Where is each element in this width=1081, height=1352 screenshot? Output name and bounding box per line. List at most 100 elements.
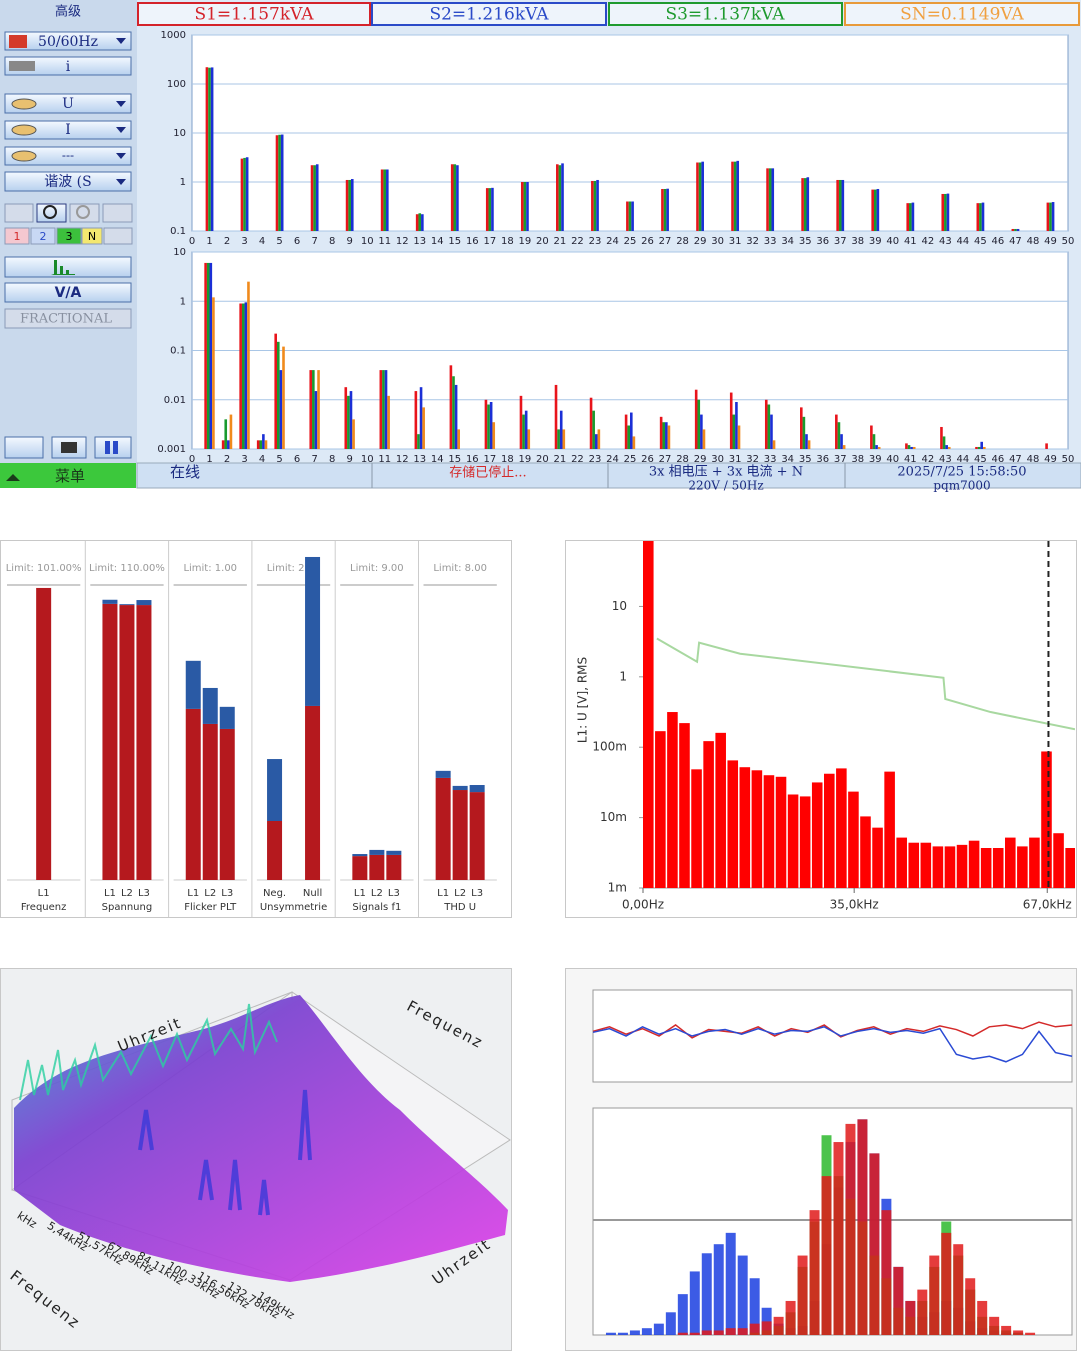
x-tick-label: 39 [869, 454, 882, 465]
menu-button[interactable] [0, 463, 136, 488]
bar [838, 179, 842, 231]
none-button[interactable]: --- [4, 146, 132, 166]
freq-button[interactable]: 50/60Hz [4, 31, 132, 51]
current-button[interactable]: I [4, 120, 132, 140]
bar [489, 402, 493, 449]
histogram-bar [821, 1176, 832, 1335]
x-tick-label: 1 [206, 236, 212, 247]
bar [279, 370, 283, 449]
bar [666, 188, 669, 231]
phase-buttons[interactable]: 1 2 3 N [4, 227, 133, 245]
bar [701, 161, 704, 231]
x-tick-label: 41 [904, 454, 917, 465]
bar [561, 163, 564, 231]
x-tick-label: 27 [659, 236, 672, 247]
x-tick-label: 35 [799, 454, 812, 465]
x-tick-label: 17 [483, 454, 496, 465]
bottom-icons[interactable] [4, 436, 132, 459]
bar [1051, 202, 1055, 231]
bar [715, 732, 726, 888]
x-tick-label: 49 [1044, 454, 1057, 465]
mode-button[interactable]: 谐波 (S [4, 171, 132, 192]
bar [968, 840, 980, 888]
va-button[interactable]: V/A [4, 282, 132, 303]
chart-type-button[interactable] [4, 256, 132, 278]
x-tick-label: 31 [729, 236, 742, 247]
info-button[interactable]: i [4, 56, 132, 76]
x-tick-label: 34 [781, 454, 794, 465]
bar [737, 425, 741, 449]
none-label: --- [62, 149, 74, 163]
bar-segment [469, 785, 485, 793]
bar [906, 203, 910, 231]
current-label: I [65, 122, 71, 138]
s2: S2=1.216kVA [429, 5, 549, 25]
voltage-button[interactable]: U [4, 93, 132, 114]
bar [274, 333, 277, 449]
bar [450, 164, 454, 231]
bar [870, 425, 873, 449]
x-tick-label: 41 [904, 236, 917, 247]
x-tick-label: 23 [589, 454, 602, 465]
histogram-bar [749, 1323, 760, 1335]
histogram-bar [881, 1210, 892, 1335]
bar [206, 262, 210, 449]
bar-segment [386, 854, 402, 880]
bar [492, 422, 496, 449]
limit-label: Limit: 101.00% [6, 563, 82, 574]
x-tick-label: 13 [413, 454, 426, 465]
bar [667, 425, 671, 449]
x-tick-label: L3 [388, 888, 400, 899]
s3: S3=1.137kVA [665, 5, 785, 25]
trend-background [592, 989, 1073, 1083]
phase-3: 3 [66, 230, 73, 243]
bar [697, 399, 701, 449]
histogram-bar [797, 1255, 808, 1335]
bar [975, 446, 978, 449]
y-axis-label: L1: U [V], RMS [576, 657, 590, 743]
s2-cell [371, 2, 607, 26]
y-tick-label: 10 [173, 247, 186, 258]
bar [282, 346, 285, 449]
bar [277, 341, 280, 449]
s1-cell [137, 2, 371, 26]
bar [348, 179, 351, 231]
bar-segment [267, 759, 283, 821]
histogram-bar [641, 1328, 652, 1335]
status-online: 在线 [170, 463, 200, 481]
bar-segment [119, 604, 135, 606]
histogram-bar [749, 1278, 760, 1335]
x-tick-label: 25 [624, 236, 637, 247]
bar [345, 179, 349, 231]
histogram-bar [665, 1312, 676, 1335]
x-tick-label: 45 [974, 236, 987, 247]
x-tick-label: 10 [361, 236, 374, 247]
x-tick-label: L1 [38, 888, 50, 899]
bar [264, 440, 268, 449]
fractional-button[interactable]: FRACTIONAL [4, 308, 132, 329]
bar [980, 848, 992, 888]
bar [703, 741, 714, 888]
bar [205, 67, 209, 231]
nav-buttons[interactable] [4, 203, 133, 223]
bar-segment [102, 603, 118, 880]
status-wiring: 3x 相电压 + 3x 电流 + N [649, 465, 803, 480]
x-tick-label: 19 [519, 236, 532, 247]
bar [733, 161, 737, 231]
bar [663, 188, 667, 231]
y-tick-label: 0.01 [164, 395, 186, 406]
bar [227, 440, 230, 449]
bar [946, 193, 950, 231]
bar [524, 410, 528, 449]
bar [700, 414, 703, 449]
x-tick-label: 7 [311, 236, 317, 247]
panel-title: 高级 [55, 4, 81, 20]
group-name: THD U [443, 902, 476, 913]
bar [884, 771, 895, 888]
histogram-bar [677, 1332, 688, 1335]
histogram-bar [929, 1255, 940, 1335]
bar [597, 429, 601, 449]
bar [239, 303, 242, 449]
bar [805, 434, 808, 449]
bar [554, 384, 558, 449]
